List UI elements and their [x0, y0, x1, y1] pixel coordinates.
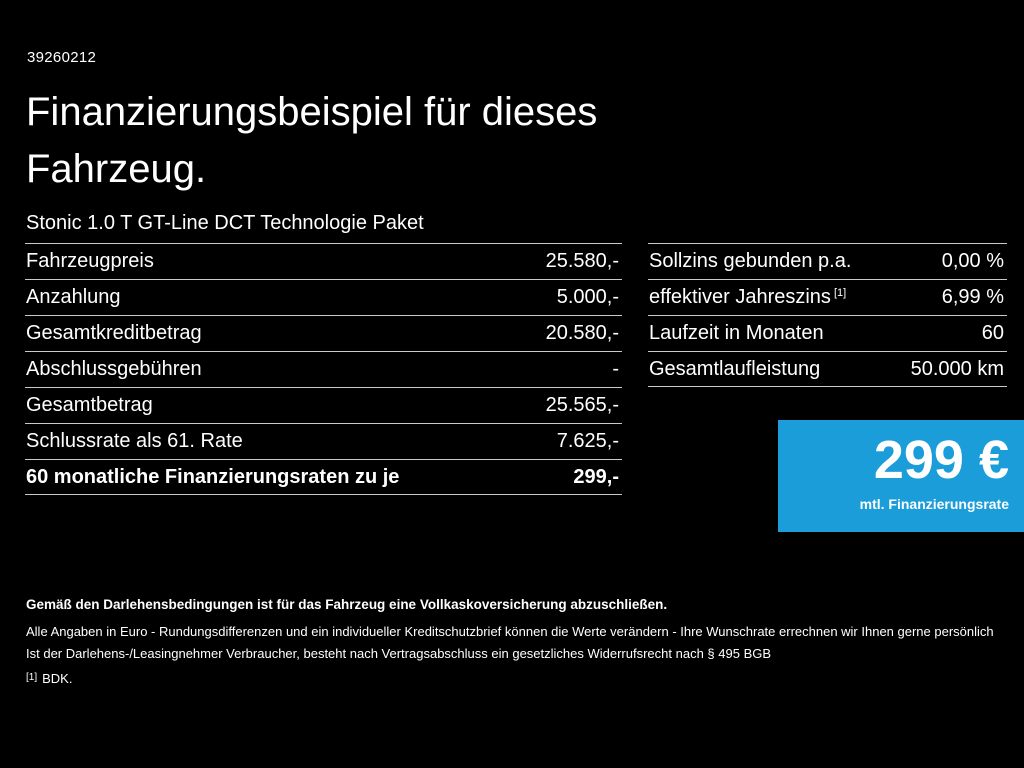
row-label: Abschlussgebühren: [26, 358, 202, 380]
legal-footer: Gemäß den Darlehensbedingungen ist für d…: [26, 597, 1004, 686]
table-row-schlussrate: Schlussrate als 61. Rate 7.625,-: [25, 423, 622, 459]
vehicle-name: Stonic 1.0 T GT-Line DCT Technologie Pak…: [26, 212, 424, 234]
row-label: Laufzeit in Monaten: [649, 322, 824, 344]
footnote-text: BDK.: [42, 671, 73, 686]
financing-table-left: Fahrzeugpreis 25.580,- Anzahlung 5.000,-…: [25, 243, 622, 495]
row-value: 60: [981, 322, 1004, 344]
row-value: -: [612, 358, 619, 380]
footnote-ref: [1]: [833, 287, 847, 299]
row-label: Anzahlung: [26, 286, 121, 308]
row-label: Sollzins gebunden p.a.: [649, 250, 852, 272]
row-label: Gesamtlaufleistung: [649, 357, 821, 380]
row-value: 5.000,-: [556, 286, 619, 308]
row-value: 25.580,-: [545, 250, 619, 272]
row-label: Gesamtbetrag: [26, 394, 153, 416]
offer-id: 39260212: [27, 49, 97, 66]
table-row-monatsraten: 60 monatliche Finanzierungsraten zu je 2…: [25, 459, 622, 495]
insurance-note: Gemäß den Darlehensbedingungen ist für d…: [26, 597, 668, 612]
table-row-fahrzeugpreis: Fahrzeugpreis 25.580,-: [25, 243, 622, 279]
row-value: 20.580,-: [545, 322, 619, 344]
row-label: effektiver Jahreszins [1]: [649, 286, 847, 308]
disclaimer-line-2: Ist der Darlehens-/Leasingnehmer Verbrau…: [26, 646, 772, 661]
row-value: 6,99 %: [941, 286, 1004, 308]
row-value: 299,-: [573, 465, 619, 488]
row-label: Fahrzeugpreis: [26, 250, 154, 272]
row-value: 50.000 km: [910, 357, 1004, 380]
financing-table-right: Sollzins gebunden p.a. 0,00 % effektiver…: [648, 243, 1007, 387]
table-row-laufzeit: Laufzeit in Monaten 60: [648, 315, 1007, 351]
row-label: Gesamtkreditbetrag: [26, 322, 202, 344]
row-label: Schlussrate als 61. Rate: [26, 430, 243, 452]
row-label: 60 monatliche Finanzierungsraten zu je: [26, 465, 400, 488]
page-title: Finanzierungsbeispiel für dieses Fahrzeu…: [26, 90, 598, 191]
monthly-rate-box: 299 € mtl. Finanzierungsrate: [778, 420, 1024, 532]
table-row-anzahlung: Anzahlung 5.000,-: [25, 279, 622, 315]
disclaimer-line-1: Alle Angaben in Euro - Rundungsdifferenz…: [26, 624, 994, 639]
row-value: 7.625,-: [556, 430, 619, 452]
table-row-gesamtkreditbetrag: Gesamtkreditbetrag 20.580,-: [25, 315, 622, 351]
footnote-marker: [1]: [26, 672, 38, 683]
footnote-bdk: [1] BDK.: [26, 671, 1004, 686]
monthly-rate-amount: 299 €: [873, 430, 1009, 490]
table-row-abschlussgebuehren: Abschlussgebühren -: [25, 351, 622, 387]
row-value: 25.565,-: [545, 394, 619, 416]
table-row-gesamtbetrag: Gesamtbetrag 25.565,-: [25, 387, 622, 423]
table-row-effektiver-jahreszins: effektiver Jahreszins [1] 6,99 %: [648, 279, 1007, 315]
monthly-rate-caption: mtl. Finanzierungsrate: [859, 496, 1009, 512]
table-row-sollzins: Sollzins gebunden p.a. 0,00 %: [648, 243, 1007, 279]
table-row-gesamtlaufleistung: Gesamtlaufleistung 50.000 km: [648, 351, 1007, 387]
row-value: 0,00 %: [941, 250, 1004, 272]
